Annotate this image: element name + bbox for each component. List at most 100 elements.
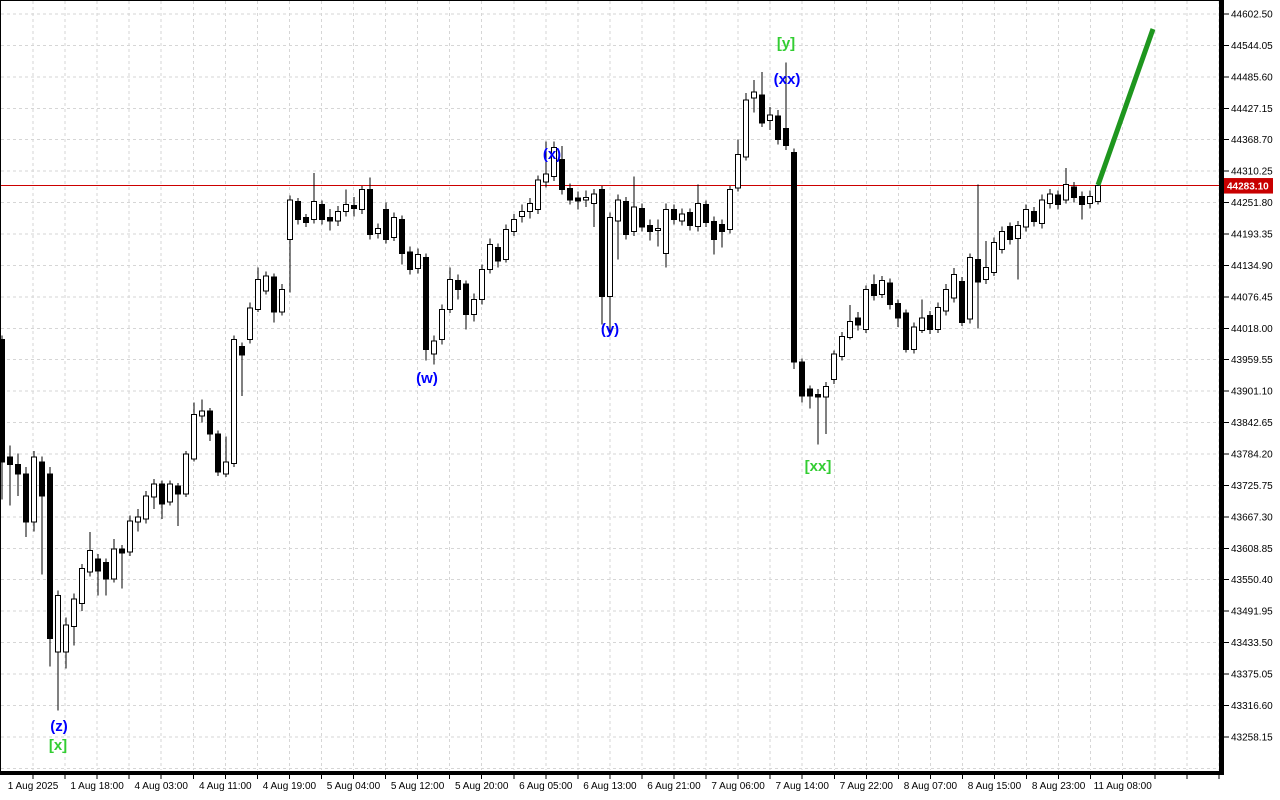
candle [279,284,285,316]
candle [615,194,621,260]
candle-body-bearish [271,276,277,313]
candle-body-bullish [911,326,917,350]
time-axis[interactable]: 1 Aug 2025 1 Aug 18:00 4 Aug 03:00 4 Aug 11… [8,775,1220,792]
candle [583,190,589,207]
candle-body-bullish [487,243,493,271]
candle [335,206,341,227]
candle [751,79,757,113]
candle [943,284,949,316]
candle [759,71,765,128]
wave-label-y[interactable]: [y] [777,35,795,52]
candle-body-bullish [335,211,341,222]
candle [119,545,125,589]
wave-label-z[interactable]: (z) [50,718,68,735]
candle [959,277,965,327]
candle-body-bearish [671,208,677,221]
time-tick-label: 7 Aug 22:00 [840,781,894,792]
candle [7,445,13,506]
candle-body-bearish [159,483,165,505]
candle-body-bullish [935,306,941,330]
candle-body-bullish [615,199,621,222]
candle [503,224,509,263]
candle-body-bullish [503,228,509,260]
candle [735,139,741,192]
candle [255,267,261,313]
candle [975,184,981,329]
candle [407,246,413,275]
candle [295,198,301,225]
candle [991,237,997,277]
candle-body-bearish [383,208,389,241]
wave-label-x[interactable]: (x) [543,146,561,163]
candle [1015,220,1021,280]
candle-body-bullish [1047,193,1053,205]
candle [791,148,797,370]
price-tick-label: 43258.15 [1231,732,1273,743]
candle [623,197,629,240]
candle-body-bullish [951,274,957,299]
candle [775,109,781,145]
candle [39,456,45,575]
candle-body-bullish [679,213,685,222]
candle [511,213,517,236]
candle [327,208,333,231]
candle-body-bearish [783,127,789,146]
candle [903,309,909,353]
candle [487,238,493,274]
price-tick-label: 44310.25 [1231,167,1273,178]
candle [839,332,845,361]
candles-layer [0,62,1101,711]
candle [111,539,117,583]
price-tick-label: 44485.60 [1231,72,1273,83]
wave-label-xx[interactable]: (xx) [774,71,801,88]
candle-body-bullish [655,227,661,231]
candle-body-bearish [1031,211,1037,222]
candle-body-bearish [39,461,45,497]
wave-label-x[interactable]: [x] [49,737,67,754]
candle [159,480,165,520]
candle-body-bearish [959,281,965,323]
price-tick-label: 43842.65 [1231,418,1273,429]
trendline-layer[interactable] [1095,28,1156,186]
candle-body-bullish [343,204,349,213]
candle [535,175,541,214]
candle [1007,222,1013,245]
candle [399,215,405,265]
candle-body-bearish [1007,226,1013,241]
candle [351,197,357,217]
candle-body-bullish [695,203,701,228]
projection-trendline[interactable] [1095,28,1156,186]
candle-body-bullish [375,227,381,235]
candle-body-bearish [303,217,309,223]
candle-body-bullish [151,483,157,498]
annotations-layer[interactable]: (z) [x] (w) (x) (y) (xx) [y] [xx] [49,35,832,754]
candle [719,219,725,248]
wave-label-y[interactable]: (y) [601,321,619,338]
candle-body-bearish [647,225,653,233]
candle [1039,194,1045,229]
time-tick-label: 5 Aug 04:00 [327,781,381,792]
candle [543,141,549,188]
candle-body-bearish [215,433,221,473]
candle [679,208,685,226]
grid-layer [1,1,1220,770]
candle-body-bearish [927,314,933,330]
candle [135,508,141,532]
candle-body-bullish [631,206,637,233]
candle [983,241,989,285]
candle [167,480,173,506]
candle-body-bullish [31,456,37,523]
candle-body-bearish [903,312,909,350]
candle [23,467,29,537]
candle-body-bullish [231,339,237,464]
time-tick-label: 4 Aug 03:00 [135,781,189,792]
wave-label-xx[interactable]: [xx] [805,458,832,475]
wave-label-w[interactable]: (w) [416,370,438,387]
candle-body-bearish [807,388,813,397]
candle-body-bullish [583,197,589,201]
time-tick-label: 4 Aug 11:00 [199,781,252,792]
price-tick-label: 44602.50 [1231,10,1273,21]
candle-body-bullish [983,267,989,280]
price-axis[interactable]: 44602.50 44544.05 44485.60 44427.15 44368.70… [1224,10,1273,744]
